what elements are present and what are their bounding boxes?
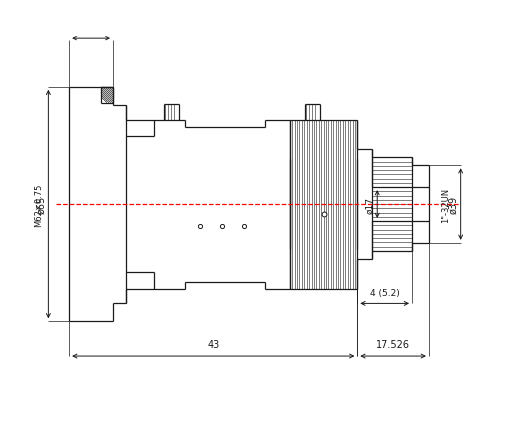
Text: 1"-32UN: 1"-32UN	[441, 187, 450, 222]
Text: 4 (5.2): 4 (5.2)	[370, 289, 400, 298]
Text: 43: 43	[207, 340, 219, 349]
Text: M62×0.75: M62×0.75	[34, 183, 43, 226]
Text: 17.526: 17.526	[376, 340, 410, 349]
Text: ø39: ø39	[449, 196, 459, 213]
Text: ø65: ø65	[37, 196, 46, 214]
Text: ø17: ø17	[366, 196, 375, 213]
